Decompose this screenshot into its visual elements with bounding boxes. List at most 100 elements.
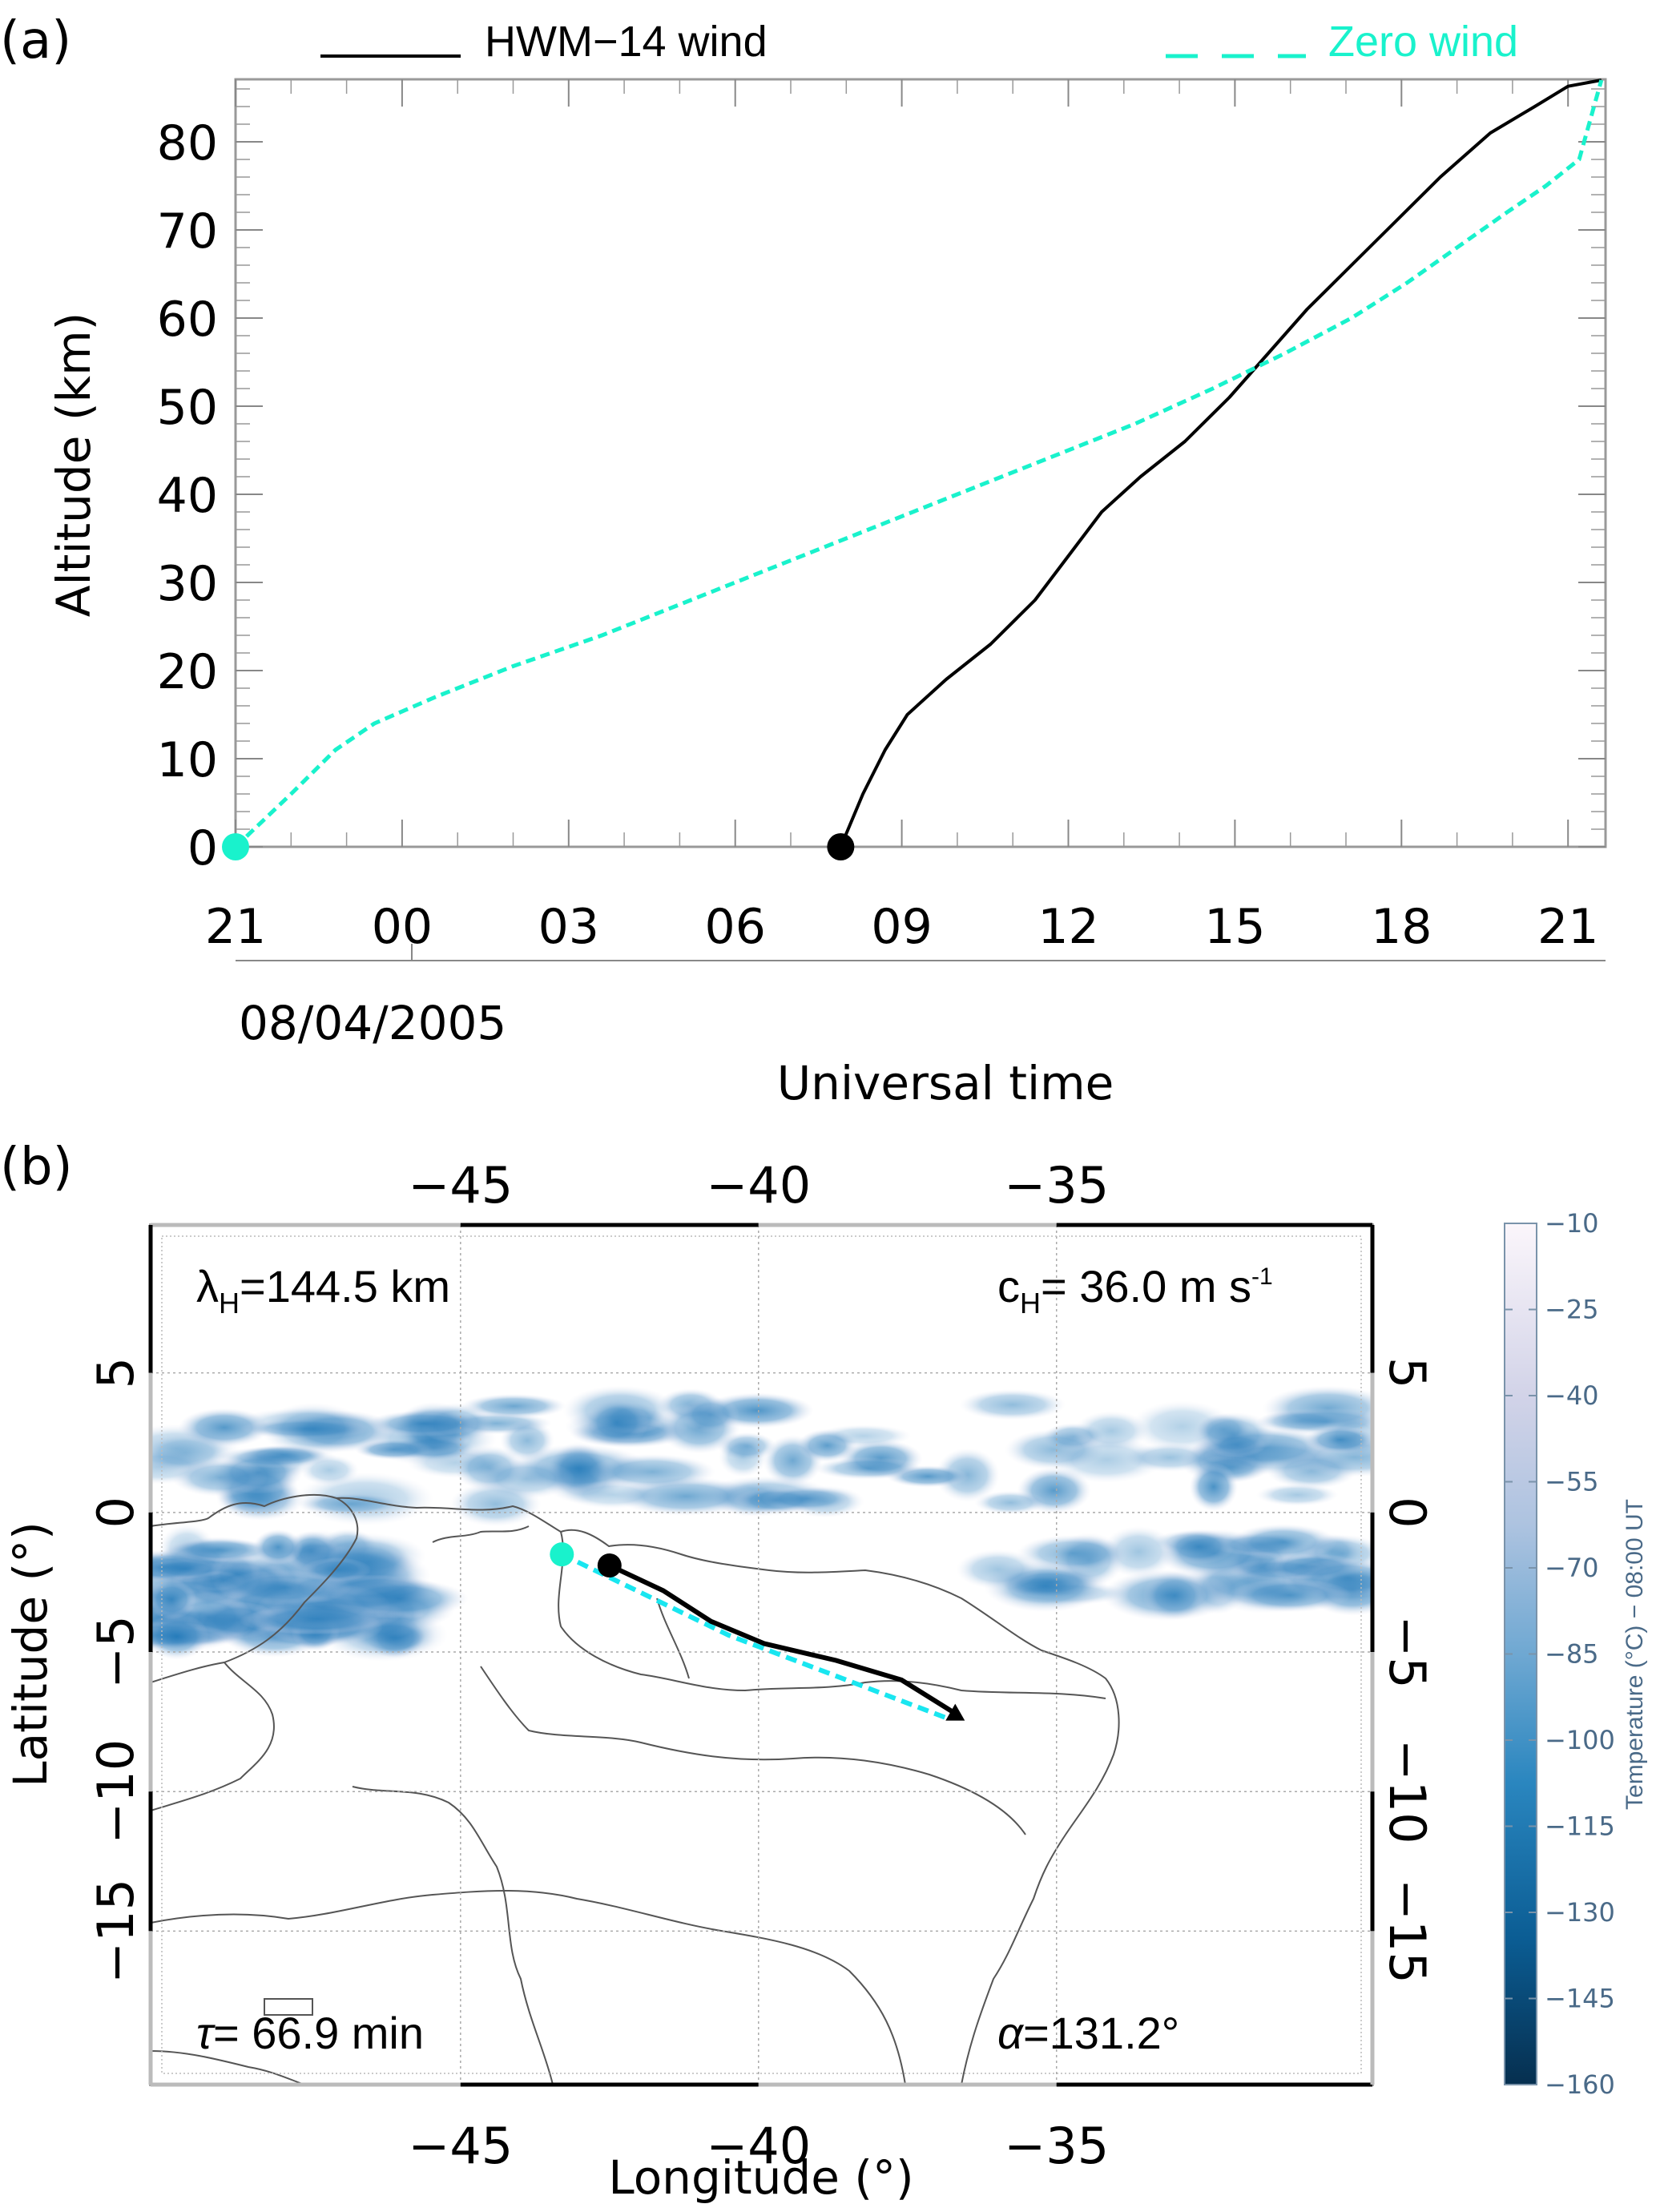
x-tick-label-a: 15	[1204, 899, 1265, 955]
lat-tick-label-right: −5	[1378, 1615, 1436, 1688]
y-tick-label-a: 50	[157, 380, 218, 436]
coastlines	[151, 1493, 1120, 2085]
cloud-blob	[253, 1529, 304, 1565]
cloud-blob	[974, 1490, 1046, 1515]
coastline-main	[151, 1493, 1120, 2085]
colorbar-tick-label: −115	[1545, 1811, 1615, 1842]
colorbar-tick-label: −70	[1545, 1553, 1599, 1583]
cloud-blob	[761, 1486, 854, 1511]
cloud-blob	[589, 1454, 716, 1490]
cloud-blob	[816, 1424, 912, 1448]
colorbar-tick-label: −100	[1545, 1725, 1615, 1755]
x-axis-title-a: Universal time	[777, 1056, 1114, 1110]
y-tick-label-a: 70	[157, 203, 218, 260]
trajectory-start-hwm	[597, 1553, 622, 1578]
legend-a: HWM−14 wind Zero wind	[320, 18, 1518, 66]
cloud-blob	[296, 1493, 405, 1516]
lat-tick-label-left: 5	[87, 1357, 145, 1388]
colorbar-tick-label: −160	[1545, 2069, 1615, 2100]
colorbar-tick-label: −25	[1545, 1295, 1599, 1325]
y-tick-label-a: 30	[157, 556, 218, 612]
cloud-blob	[151, 1558, 227, 1579]
graticule	[151, 1225, 1372, 2085]
cloud-blob	[151, 1433, 232, 1473]
y-axis-title-a: Altitude (km)	[46, 312, 101, 617]
cloud-blob	[216, 1446, 337, 1469]
trajectory-end-triangle	[945, 1703, 965, 1721]
annotation-period: τ= 66.9 min	[196, 2008, 424, 2058]
cloud-blob	[366, 1410, 481, 1437]
cloud-blob	[1303, 1425, 1372, 1454]
border-4	[480, 1666, 1026, 1835]
y-tick-label-a: 20	[157, 644, 218, 700]
cloud-blob	[449, 1481, 542, 1527]
x-tick-label-a: 09	[871, 899, 932, 955]
legend-label-zero: Zero wind	[1328, 18, 1518, 66]
trajectories	[550, 1542, 965, 1722]
x-tick-label-a: 21	[1537, 899, 1598, 955]
cloud-blob	[1228, 1578, 1352, 1613]
colorbar-tick-label: −85	[1545, 1639, 1599, 1670]
border-6	[352, 1786, 554, 2085]
annotation-phase-speed: cH= 36.0 m s-1	[997, 1261, 1273, 1320]
cloud-blob	[814, 1457, 923, 1480]
border-3	[558, 1531, 1106, 1699]
lat-tick-label-left: 0	[87, 1497, 145, 1528]
cloud-blob	[959, 1389, 1066, 1420]
annotation-direction: α=131.2°	[997, 2008, 1179, 2058]
plot-a: 0 10 20 30 40 50 60 70 80 21 00 03 06 09 12 15 18 21	[157, 78, 1607, 955]
x-tick-label-a: 03	[538, 899, 599, 955]
border-7	[151, 1890, 906, 2085]
lake-outline	[264, 1998, 313, 2016]
cloud-blob	[1229, 1524, 1337, 1561]
colorbar-tick-label: −40	[1545, 1380, 1599, 1411]
lat-tick-label-left: −10	[87, 1739, 145, 1844]
cloud-blob	[1142, 1571, 1207, 1620]
map-annotations: λH=144.5 km cH= 36.0 m s-1 τ= 66.9 min α…	[196, 1261, 1273, 2058]
lat-tick-label-right: −15	[1378, 1879, 1436, 1984]
trajectory-hwm	[608, 1563, 957, 1716]
x-tick-label-a: 21	[205, 899, 266, 955]
lon-tick-label-top: −40	[706, 1156, 811, 1215]
cloud-blob	[500, 1420, 554, 1461]
border-1	[151, 1497, 359, 1683]
border-8	[151, 2050, 305, 2085]
lat-tick-label-left: −5	[87, 1615, 145, 1688]
x-axis-title-b: Longitude (°)	[608, 2150, 913, 2205]
y-axis-title-b: Latitude (°)	[3, 1521, 58, 1787]
colorbar: −10 −25 −40 −55 −70 −85 −100 −115 −130 −145 −160 T…	[1504, 1208, 1648, 2100]
colorbar-tick-label: −55	[1545, 1467, 1599, 1497]
border-5	[656, 1598, 690, 1679]
colorbar-tick-label: −130	[1545, 1897, 1615, 1928]
trajectory-zero-wind	[560, 1552, 950, 1722]
cloud-field	[151, 1385, 1372, 1662]
y-tick-label-a: 0	[187, 820, 218, 876]
border-2	[151, 1662, 275, 1811]
colorbar-tick-label: −10	[1545, 1208, 1599, 1239]
lon-tick-label-top: −35	[1004, 1156, 1109, 1215]
lat-tick-label-right: 0	[1378, 1497, 1436, 1528]
y-tick-label-a: 80	[157, 115, 218, 171]
x-tick-label-a: 00	[372, 899, 433, 955]
series-line-hwm	[839, 79, 1602, 848]
plot-a-frame	[234, 78, 1607, 848]
cloud-blob	[1256, 1484, 1339, 1506]
lat-tick-label-right: −10	[1378, 1739, 1436, 1844]
map-background	[151, 1225, 1372, 2085]
y-tick-label-a: 40	[157, 468, 218, 524]
lon-tick-label-top: −45	[408, 1156, 513, 1215]
cloud-blob	[461, 1393, 567, 1419]
map-b: −45 −45 −40 −40 −35 −35 5 5 0 0 −5 −5 −10 −10 −15 −15	[87, 1156, 1436, 2175]
cloud-blob	[218, 1569, 353, 1606]
cloud-blob	[151, 1613, 209, 1660]
cloud-blob	[563, 1481, 663, 1509]
series-line-zero-wind	[234, 79, 1604, 848]
lat-tick-label-right: 5	[1378, 1357, 1436, 1388]
start-marker-hwm	[827, 833, 855, 860]
colorbar-tick-label: −145	[1545, 1984, 1615, 2014]
cloud-blob	[719, 1436, 768, 1477]
cloud-blob	[956, 1549, 1040, 1589]
lon-tick-label-bottom: −45	[408, 2117, 513, 2175]
legend-label-hwm: HWM−14 wind	[485, 18, 768, 66]
y-tick-label-a: 60	[157, 292, 218, 348]
